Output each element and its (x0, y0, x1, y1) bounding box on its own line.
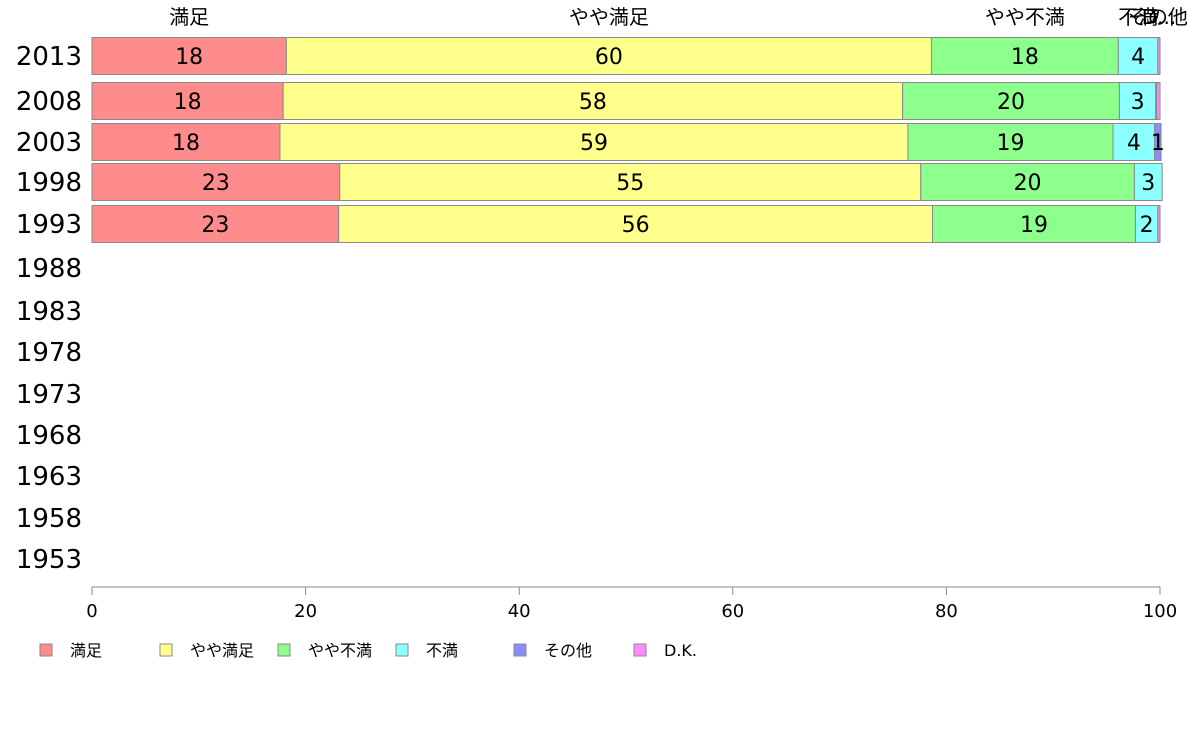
legend-swatch (39, 643, 53, 657)
bar-data-label: 59 (580, 131, 608, 156)
bar-segment (1117, 37, 1159, 75)
bar-data-label: 20 (1014, 171, 1042, 196)
bar-data-label: 18 (172, 131, 200, 156)
series-top-labels: 満足 やや満足 やや不満 不満その他D... (169, 5, 1188, 29)
legend-label: 不満 (426, 641, 458, 660)
legend-swatch (633, 643, 647, 657)
y-tick-label: 1973 (16, 380, 82, 410)
bar-data-label: 3 (1141, 171, 1155, 196)
y-tick-label: 1953 (16, 545, 82, 575)
bar-data-label: 23 (201, 213, 229, 238)
y-tick-label: 1983 (16, 297, 82, 327)
y-tick-label: 1968 (16, 421, 82, 451)
bar-data-label: 4 (1127, 131, 1141, 156)
bar-segment (91, 205, 340, 243)
bar-data-label: 1 (1151, 131, 1165, 156)
bar-segment (91, 37, 287, 75)
bar-segment (1154, 123, 1162, 161)
y-tick-label: 1978 (16, 338, 82, 368)
bar-segment (338, 205, 934, 243)
series-top-label: 満足 (169, 5, 209, 29)
x-tick-label: 60 (721, 601, 744, 622)
legend-label: その他 (544, 641, 592, 660)
bar-segment (1133, 163, 1163, 201)
series-top-label: やや満足 (569, 5, 649, 29)
legend-label: やや満足 (190, 641, 254, 660)
bar-segment (91, 82, 284, 120)
legend-swatch (513, 643, 527, 657)
bar-segment (1112, 123, 1156, 161)
x-tick-label: 80 (935, 601, 958, 622)
legend-swatch (277, 643, 291, 657)
bar-segment (282, 82, 904, 120)
bar-data-label: 18 (175, 45, 203, 70)
series-top-label: その他 (1128, 5, 1188, 29)
y-axis-labels: 2013 2008 2003 1998 1993 1988 1983 1978 1973 1968… (16, 42, 82, 575)
bar-data-label: 58 (579, 90, 607, 115)
legend-label: 満足 (70, 641, 102, 660)
y-tick-label: 1998 (16, 168, 82, 198)
bar-segment (932, 205, 1136, 243)
x-tick-label: 100 (1143, 601, 1177, 622)
bar-segment (1156, 82, 1161, 120)
bar-data-label: 2 (1140, 213, 1154, 238)
bar-data-label: 19 (996, 131, 1024, 156)
bar-data-label: 20 (997, 90, 1025, 115)
series-top-label: やや不満 (985, 5, 1065, 29)
bar-segment (1157, 205, 1161, 243)
y-tick-label: 1963 (16, 462, 82, 492)
bar-segment (907, 123, 1114, 161)
legend: 満足 やや満足 やや不満 不満 その他 D.K. (39, 641, 697, 660)
bar-segment (902, 82, 1120, 120)
bar-data-label: 18 (174, 90, 202, 115)
bars: 18 60 18 418 58 20 318 59 19 4 123 55 20 323 56 19 2 (91, 37, 1165, 243)
series-top-label: 不満 (1118, 5, 1158, 29)
x-axis: 0 20 40 60 80 100 (86, 586, 1177, 622)
bar-segment (1118, 82, 1157, 120)
x-tick-label: 20 (294, 601, 317, 622)
x-tick-label: 40 (508, 601, 531, 622)
bar-data-label: 56 (622, 213, 650, 238)
y-tick-label: 2008 (16, 87, 82, 117)
y-tick-label: 2013 (16, 42, 82, 72)
bar-data-label: 55 (616, 171, 644, 196)
y-tick-label: 1988 (16, 254, 82, 284)
bar-data-label: 4 (1131, 45, 1145, 70)
bar-data-label: 3 (1131, 90, 1145, 115)
y-tick-label: 2003 (16, 128, 82, 158)
bar-segment (279, 123, 909, 161)
y-tick-label: 1958 (16, 504, 82, 534)
series-top-label: D... (1142, 5, 1176, 29)
legend-label: D.K. (664, 641, 697, 660)
bar-data-label: 18 (1011, 45, 1039, 70)
legend-swatch (395, 643, 409, 657)
bar-segment (920, 163, 1135, 201)
bar-data-label: 23 (202, 171, 230, 196)
x-tick-label: 0 (86, 601, 97, 622)
legend-swatch (159, 643, 173, 657)
bar-data-label: 19 (1020, 213, 1048, 238)
bar-segment (339, 163, 922, 201)
legend-label: やや不満 (308, 641, 372, 660)
bar-segment (1157, 37, 1161, 75)
bar-data-label: 60 (595, 45, 623, 70)
y-tick-label: 1993 (16, 210, 82, 240)
